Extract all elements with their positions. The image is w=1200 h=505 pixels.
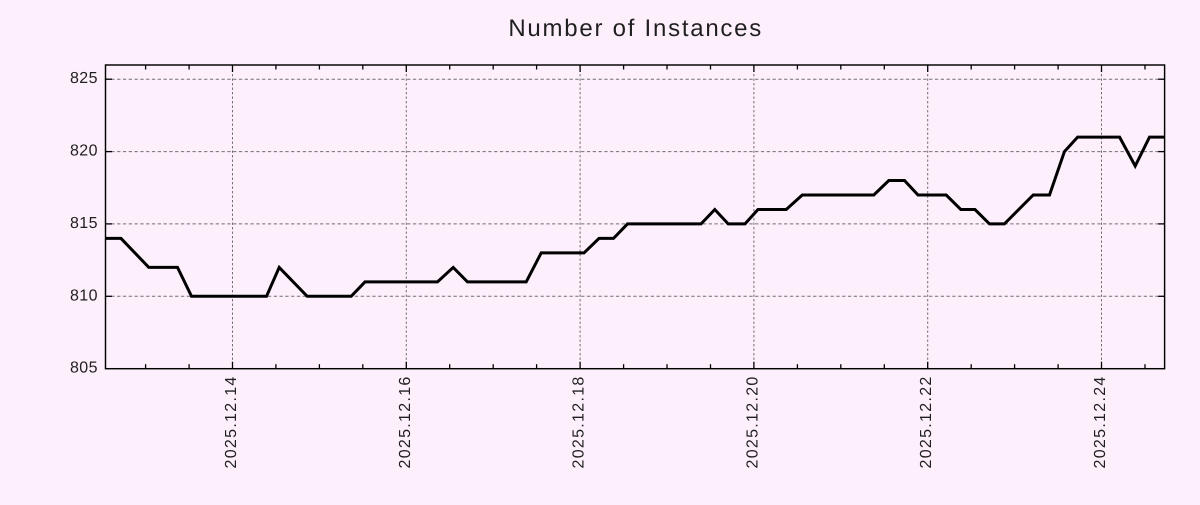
svg-text:805: 805 [70,360,98,377]
svg-text:2025.12.24: 2025.12.24 [1092,375,1109,468]
svg-text:810: 810 [70,287,98,304]
svg-text:820: 820 [70,143,98,160]
svg-text:825: 825 [70,70,98,87]
svg-text:2025.12.18: 2025.12.18 [571,375,588,468]
svg-text:2025.12.16: 2025.12.16 [397,375,414,468]
svg-text:2025.12.20: 2025.12.20 [744,375,761,468]
svg-text:2025.12.22: 2025.12.22 [918,375,935,468]
svg-text:815: 815 [70,215,98,232]
svg-text:2025.12.14: 2025.12.14 [223,375,240,468]
svg-text:Number of Instances: Number of Instances [508,15,763,42]
